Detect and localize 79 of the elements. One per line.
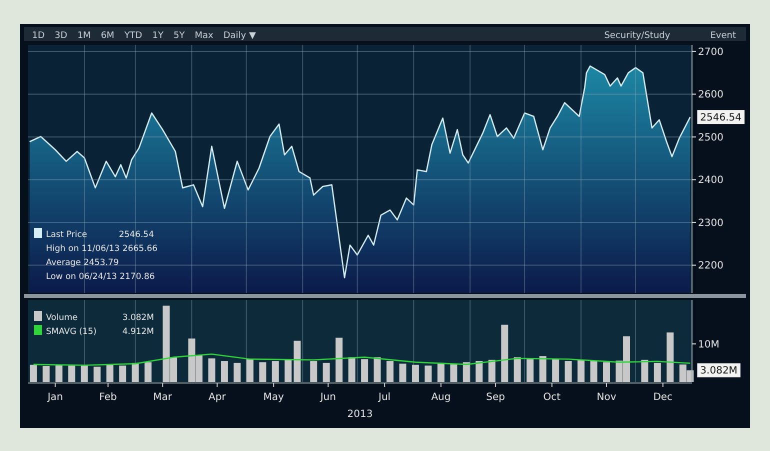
- bar: [476, 361, 483, 382]
- bar: [450, 364, 458, 382]
- bar: [234, 362, 241, 382]
- bar: [526, 359, 534, 382]
- text: Event: [710, 31, 736, 41]
- bar: [374, 357, 381, 382]
- bar: [514, 357, 521, 382]
- bar: [641, 360, 648, 382]
- bar: [42, 366, 50, 382]
- legend-label: SMAVG (15): [46, 327, 97, 337]
- bar: [386, 361, 394, 382]
- bar: [119, 366, 126, 382]
- text: 1D: [32, 31, 45, 41]
- y-tick-label: 2300: [698, 218, 724, 229]
- text: 3D: [54, 31, 68, 41]
- annotation: 2546.54: [700, 112, 742, 124]
- x-tick-label: Feb: [99, 392, 117, 403]
- x-tick-label: Sep: [486, 392, 505, 403]
- bar: [564, 361, 572, 382]
- text: 1M: [77, 31, 91, 41]
- text: Daily ▼: [223, 31, 256, 41]
- x-axis-title: 2013: [347, 409, 373, 420]
- text: Security/Study: [604, 31, 671, 41]
- x-tick-label: May: [263, 392, 284, 403]
- text: 5Y: [173, 31, 186, 41]
- x-tick-label: Oct: [543, 392, 561, 403]
- annotation: 3.082M: [700, 366, 738, 377]
- bar: [68, 366, 76, 382]
- bar: [220, 361, 228, 382]
- bar: [666, 332, 674, 382]
- x-tick-label: Jan: [46, 392, 63, 403]
- y-tick-label: 2500: [698, 132, 724, 144]
- bar: [80, 365, 88, 382]
- text: YTD: [123, 31, 142, 41]
- bar: [412, 364, 419, 382]
- text: 6M: [100, 31, 114, 41]
- bar: [578, 360, 585, 382]
- bar: [462, 362, 470, 382]
- x-tick-label: Mar: [153, 392, 173, 403]
- bar: [590, 361, 598, 382]
- y-tick-label: 2600: [698, 90, 724, 101]
- bar: [30, 364, 37, 382]
- bar: [654, 362, 661, 382]
- x-tick-label: Jun: [319, 392, 336, 403]
- bar: [259, 362, 266, 382]
- bar: [399, 364, 406, 382]
- bar: [424, 366, 432, 382]
- y-tick-label: 10M: [698, 339, 720, 350]
- text: 3.082M: [122, 313, 154, 323]
- y-tick-label: 2400: [698, 175, 724, 186]
- legend-label: Volume: [46, 313, 78, 323]
- annotation: Low on 06/24/13 2170.86: [46, 272, 155, 282]
- bar: [246, 359, 254, 382]
- x-tick-label: Apr: [208, 392, 227, 403]
- bar: [501, 324, 508, 382]
- bar: [208, 358, 216, 382]
- bar: [294, 340, 301, 382]
- annotation: 4.912M: [122, 327, 154, 337]
- bar: [144, 362, 152, 382]
- bar: [132, 362, 139, 382]
- text: 1Y: [152, 31, 164, 41]
- bar: [348, 357, 356, 382]
- bar: [310, 361, 318, 382]
- bar: [361, 359, 368, 382]
- bar: [94, 366, 101, 382]
- x-tick-label: Aug: [431, 392, 451, 403]
- bar: [539, 356, 546, 382]
- annotation: High on 11/06/13 2665.66: [46, 244, 158, 254]
- x-tick-label: Jul: [378, 392, 391, 403]
- legend-label: Last Price: [46, 230, 88, 240]
- bar: [284, 360, 292, 382]
- y-tick-label: 2700: [698, 46, 724, 58]
- x-tick-label: Nov: [596, 392, 616, 403]
- bar: [336, 338, 343, 382]
- annotation: Average 2453.79: [46, 258, 119, 268]
- text: Max: [194, 31, 214, 41]
- x-tick-label: Dec: [653, 392, 673, 403]
- text: 2546.54: [118, 230, 154, 240]
- y-tick-label: 2200: [698, 260, 724, 272]
